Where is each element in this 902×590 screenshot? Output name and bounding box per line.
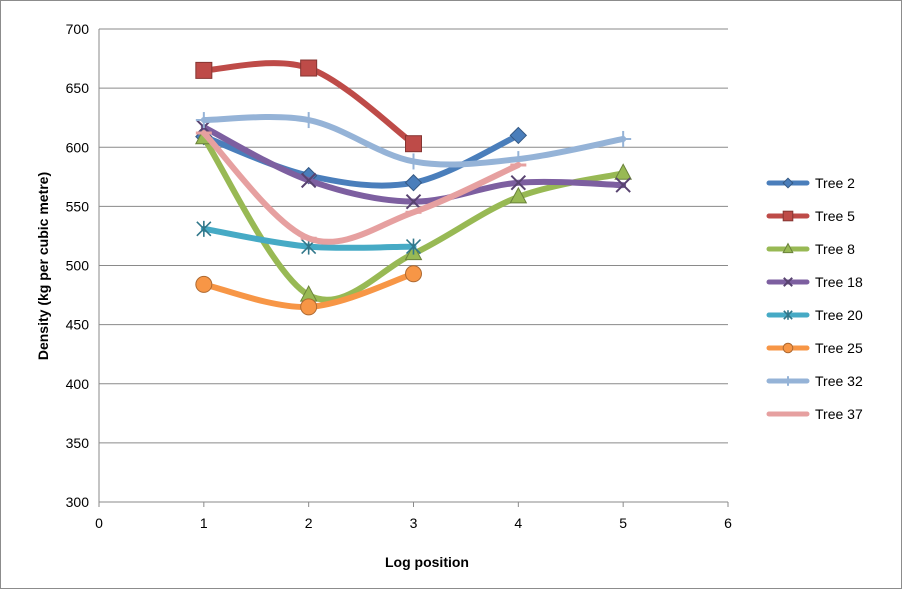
plus-marker xyxy=(783,376,793,386)
legend-label: Tree 37 xyxy=(815,406,863,422)
x-marker xyxy=(405,193,422,210)
x-tick-label: 0 xyxy=(95,515,103,531)
legend-item: Tree 37 xyxy=(766,406,863,422)
x-axis-title: Log position xyxy=(385,554,469,570)
series-tree-32 xyxy=(195,112,632,170)
legend-label: Tree 2 xyxy=(815,175,855,191)
x-marker-stroke xyxy=(300,172,317,189)
x-tick-label: 2 xyxy=(305,515,313,531)
x-marker-stroke xyxy=(615,177,631,193)
diamond-marker xyxy=(509,126,528,145)
diamond-marker xyxy=(404,174,423,192)
axes: 300 350 400 450 500 550 600 650 700 0 1 2 3 4 5 6 xyxy=(66,21,732,531)
legend-item: Tree 18 xyxy=(766,274,863,290)
series-tree-25 xyxy=(195,265,422,316)
x-marker-stroke xyxy=(510,175,527,191)
y-tick-label: 500 xyxy=(66,258,90,274)
legend-item: Tree 5 xyxy=(766,208,855,224)
star-marker xyxy=(196,220,212,237)
legend: Tree 2 Tree 5 Tree 8 Tree 18 Tree 20 Tree 25 T… xyxy=(766,175,863,422)
legend-item: Tree 2 xyxy=(766,175,855,191)
plus-marker xyxy=(300,112,317,129)
series-tree-20 xyxy=(196,220,422,255)
legend-label: Tree 8 xyxy=(815,241,855,257)
y-tick-label: 400 xyxy=(66,376,90,392)
legend-label: Tree 18 xyxy=(815,274,863,290)
legend-item: Tree 20 xyxy=(766,307,863,323)
y-tick-label: 700 xyxy=(66,21,90,37)
star-marker xyxy=(405,238,422,255)
series-tree-5 xyxy=(195,59,422,153)
square-marker xyxy=(300,59,318,77)
square-marker xyxy=(782,210,794,222)
square-marker xyxy=(195,61,213,79)
y-tick-label: 450 xyxy=(66,317,90,333)
series-plot-area xyxy=(194,59,633,316)
x-tick-label: 6 xyxy=(724,515,732,531)
x-tick-label: 4 xyxy=(514,515,522,531)
circle-marker xyxy=(782,342,794,354)
x-tick-label: 5 xyxy=(619,515,627,531)
y-tick-label: 650 xyxy=(66,80,90,96)
plus-marker xyxy=(615,130,632,147)
series-tree-37 xyxy=(195,130,527,245)
y-tick-label: 600 xyxy=(66,139,90,155)
legend-item: Tree 32 xyxy=(766,373,863,389)
y-tick-label: 300 xyxy=(66,494,90,510)
plus-marker xyxy=(405,153,422,170)
triangle-marker xyxy=(614,163,633,180)
x-marker-stroke xyxy=(783,277,793,287)
x-marker-stroke xyxy=(405,193,422,210)
legend-item: Tree 25 xyxy=(766,340,863,356)
series-line xyxy=(200,130,522,245)
star-marker xyxy=(783,310,793,320)
x-marker xyxy=(615,177,631,193)
triangle-marker xyxy=(782,242,794,254)
circle-marker xyxy=(300,298,318,316)
x-marker xyxy=(300,172,317,189)
x-marker xyxy=(783,277,793,287)
circle-marker xyxy=(195,275,213,293)
plus-marker xyxy=(195,112,212,129)
legend-label: Tree 25 xyxy=(815,340,863,356)
circle-marker xyxy=(405,265,422,283)
x-tick-label: 1 xyxy=(200,515,208,531)
x-tick-label: 3 xyxy=(410,515,418,531)
triangle-marker xyxy=(509,186,528,204)
y-axis-title: Density (kg per cubic metre) xyxy=(35,172,51,360)
legend-label: Tree 32 xyxy=(815,373,863,389)
y-tick-label: 350 xyxy=(66,435,90,451)
legend-label: Tree 5 xyxy=(815,208,855,224)
x-marker xyxy=(510,175,527,191)
y-tick-label: 550 xyxy=(66,198,90,214)
diamond-marker xyxy=(782,177,794,189)
legend-item: Tree 8 xyxy=(766,241,855,257)
legend-label: Tree 20 xyxy=(815,307,863,323)
square-marker xyxy=(405,135,422,153)
